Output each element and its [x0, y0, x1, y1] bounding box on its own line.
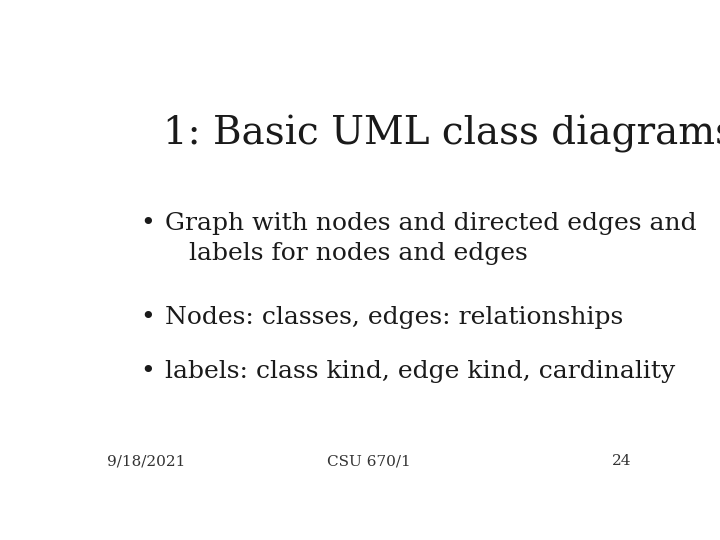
Text: labels: class kind, edge kind, cardinality: labels: class kind, edge kind, cardinali…: [166, 360, 675, 383]
Text: •: •: [140, 360, 155, 383]
Text: Graph with nodes and directed edges and
   labels for nodes and edges: Graph with nodes and directed edges and …: [166, 212, 697, 265]
Text: •: •: [140, 212, 155, 235]
Text: •: •: [140, 306, 155, 329]
Text: CSU 670/1: CSU 670/1: [327, 454, 411, 468]
Text: 24: 24: [612, 454, 631, 468]
Text: 1: Basic UML class diagrams: 1: Basic UML class diagrams: [163, 114, 720, 153]
Text: Nodes: classes, edges: relationships: Nodes: classes, edges: relationships: [166, 306, 624, 329]
Text: 9/18/2021: 9/18/2021: [107, 454, 185, 468]
